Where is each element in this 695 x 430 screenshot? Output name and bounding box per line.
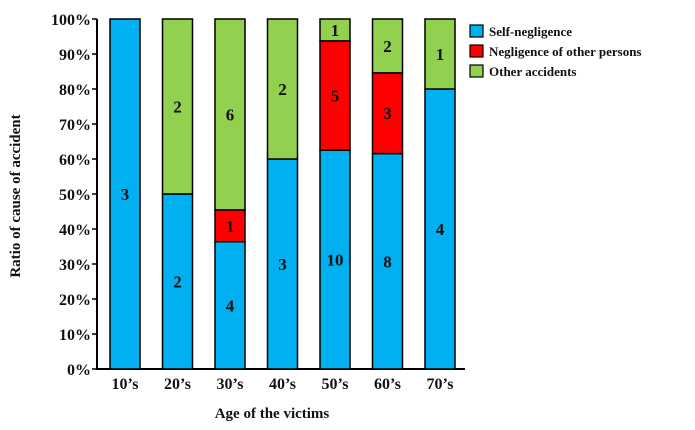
bar-segment xyxy=(109,18,141,370)
bar-value-label: 6 xyxy=(226,105,235,124)
bar-segment xyxy=(319,18,351,42)
y-tick-label: 40% xyxy=(59,222,91,239)
y-tick-label: 80% xyxy=(59,82,91,99)
x-tick-label: 30’s xyxy=(217,376,244,393)
bar-value-label: 3 xyxy=(383,104,392,123)
bar-value-label: 5 xyxy=(331,87,340,106)
y-tick-label: 90% xyxy=(59,47,91,64)
x-tick-label: 20’s xyxy=(164,376,191,393)
bar-segment xyxy=(266,158,299,370)
bar-segment xyxy=(319,149,351,370)
bar-value-label: 2 xyxy=(173,273,182,292)
legend: Self-negligence Negligence of other perso… xyxy=(469,24,641,79)
bar-value-label: 3 xyxy=(121,185,130,204)
x-tick-label: 40’s xyxy=(269,376,296,393)
legend-swatch xyxy=(469,44,484,58)
y-axis-ticks: 0% 10% 20% 30% 40% 50% 60% 70% 80% 90% 100% xyxy=(51,12,97,379)
bar-value-label: 2 xyxy=(278,80,287,99)
bar-segment xyxy=(424,18,456,90)
bar-segment xyxy=(161,18,194,195)
x-tick-label: 70’s xyxy=(427,376,454,393)
y-tick-label: 20% xyxy=(59,292,91,309)
y-tick-label: 30% xyxy=(59,257,91,274)
bar-value-label: 4 xyxy=(226,296,235,315)
bar-value-label: 4 xyxy=(436,220,445,239)
bar-segment xyxy=(424,88,456,370)
bar-value-label: 8 xyxy=(383,252,392,271)
bar-segment xyxy=(266,18,299,160)
bar-value-label: 10 xyxy=(327,251,344,270)
x-tick-label: 10’s xyxy=(112,376,139,393)
bar-value-label: 2 xyxy=(173,98,182,117)
legend-label: Other accidents xyxy=(489,64,577,79)
x-axis-label: Age of the victims xyxy=(215,406,330,422)
legend-swatch xyxy=(469,64,484,78)
x-axis-ticks: 10’s 20’s 30’s 40’s 50’s 60’s 70’s xyxy=(112,376,454,393)
bar-value-label: 1 xyxy=(226,217,235,236)
bars xyxy=(109,18,456,370)
bar-value-label: 1 xyxy=(436,45,445,64)
x-tick-label: 60’s xyxy=(374,376,401,393)
legend-label: Self-negligence xyxy=(489,24,572,39)
x-tick-label: 50’s xyxy=(322,376,349,393)
y-tick-label: 0% xyxy=(67,362,91,379)
y-tick-label: 60% xyxy=(59,152,91,169)
bar-segment xyxy=(371,72,404,155)
legend-label: Negligence of other persons xyxy=(489,44,641,59)
y-tick-label: 70% xyxy=(59,117,91,134)
bar-value-label: 2 xyxy=(383,37,392,56)
legend-swatch xyxy=(469,24,484,38)
bar-segment xyxy=(214,18,246,211)
bar-value-label: 1 xyxy=(331,21,340,40)
y-tick-label: 10% xyxy=(59,327,91,344)
bar-value-label: 3 xyxy=(278,255,287,274)
y-tick-label: 100% xyxy=(51,12,91,29)
y-tick-label: 50% xyxy=(59,187,91,204)
y-axis-label: Ratio of cause of accident xyxy=(8,114,24,277)
bar-value-labels: 3 2 2 4 1 6 3 2 10 5 1 8 3 2 4 1 xyxy=(121,21,445,315)
bar-segment xyxy=(214,240,246,370)
bar-segment xyxy=(371,18,404,74)
